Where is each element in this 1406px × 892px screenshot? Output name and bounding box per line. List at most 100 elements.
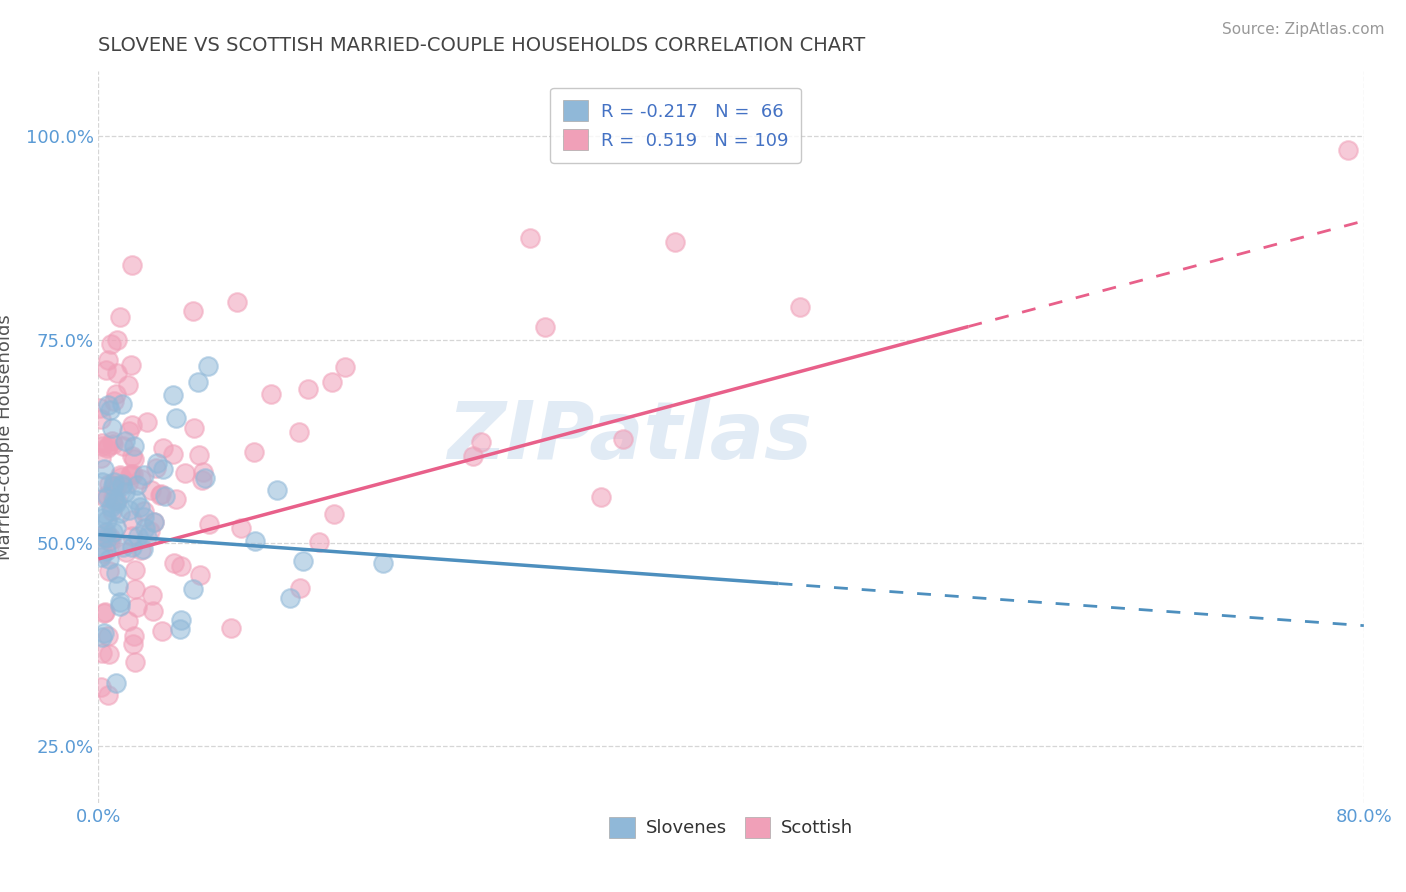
Point: [122, 467, 145, 481]
Point: [104, 566, 127, 581]
Point: [322, 507, 344, 521]
Point: [98, 403, 121, 417]
Point: [121, 540, 143, 554]
Point: [101, 434, 124, 448]
Point: [96, 488, 118, 502]
Point: [105, 493, 128, 508]
Point: [100, 500, 122, 514]
Point: [96, 398, 118, 412]
Point: [96, 544, 118, 558]
Point: [94, 491, 117, 506]
Point: [118, 503, 141, 517]
Point: [91, 439, 114, 453]
Point: [104, 676, 127, 690]
Point: [143, 515, 166, 529]
Point: [97, 352, 120, 367]
Point: [94, 524, 117, 539]
Point: [135, 416, 157, 430]
Point: [169, 622, 191, 636]
Point: [93, 625, 115, 640]
Point: [141, 588, 163, 602]
Point: [93, 508, 115, 522]
Point: [98, 476, 121, 491]
Point: [470, 434, 492, 449]
Point: [198, 517, 221, 532]
Point: [142, 604, 165, 618]
Point: [128, 500, 150, 514]
Point: [188, 448, 211, 462]
Point: [287, 425, 309, 440]
Point: [125, 493, 148, 508]
Point: [188, 567, 211, 582]
Point: [120, 467, 142, 482]
Point: [165, 491, 187, 506]
Point: [134, 467, 156, 482]
Point: [96, 688, 118, 702]
Point: [292, 554, 315, 568]
Point: [134, 520, 156, 534]
Point: [321, 376, 343, 390]
Point: [91, 475, 114, 490]
Point: [110, 468, 132, 483]
Point: [297, 382, 319, 396]
Text: SLOVENE VS SCOTTISH MARRIED-COUPLE HOUSEHOLDS CORRELATION CHART: SLOVENE VS SCOTTISH MARRIED-COUPLE HOUSE…: [98, 36, 866, 54]
Point: [1337, 143, 1360, 157]
Point: [101, 421, 124, 435]
Point: [181, 582, 204, 597]
Point: [132, 509, 155, 524]
Point: [129, 472, 152, 486]
Point: [111, 397, 134, 411]
Point: [91, 510, 114, 524]
Point: [89, 401, 111, 415]
Point: [96, 490, 118, 504]
Point: [93, 606, 115, 620]
Point: [108, 310, 131, 324]
Point: [114, 484, 136, 499]
Point: [108, 599, 131, 614]
Point: [118, 424, 141, 438]
Point: [226, 295, 249, 310]
Point: [101, 437, 124, 451]
Point: [93, 546, 115, 560]
Point: [108, 506, 131, 520]
Point: [181, 303, 204, 318]
Point: [111, 476, 134, 491]
Point: [139, 483, 162, 498]
Point: [105, 520, 128, 534]
Point: [93, 461, 115, 475]
Point: [96, 441, 118, 455]
Point: [117, 476, 139, 491]
Point: [104, 387, 127, 401]
Point: [132, 542, 155, 557]
Point: [664, 235, 686, 249]
Point: [149, 487, 172, 501]
Point: [101, 491, 124, 505]
Text: ZIPatlas: ZIPatlas: [447, 398, 813, 476]
Point: [131, 543, 153, 558]
Point: [170, 613, 193, 627]
Point: [124, 582, 146, 596]
Point: [308, 535, 330, 549]
Point: [103, 525, 125, 540]
Point: [162, 447, 184, 461]
Point: [333, 360, 356, 375]
Point: [135, 530, 157, 544]
Point: [114, 434, 136, 449]
Point: [173, 466, 195, 480]
Point: [231, 521, 253, 535]
Point: [121, 529, 143, 543]
Point: [122, 439, 145, 453]
Point: [117, 378, 139, 392]
Point: [114, 545, 136, 559]
Point: [266, 483, 288, 497]
Point: [150, 624, 173, 638]
Point: [125, 599, 148, 614]
Point: [91, 435, 114, 450]
Point: [97, 629, 120, 643]
Point: [243, 445, 266, 459]
Point: [112, 540, 135, 554]
Point: [97, 552, 120, 566]
Point: [90, 411, 112, 425]
Point: [152, 462, 174, 476]
Point: [124, 563, 146, 577]
